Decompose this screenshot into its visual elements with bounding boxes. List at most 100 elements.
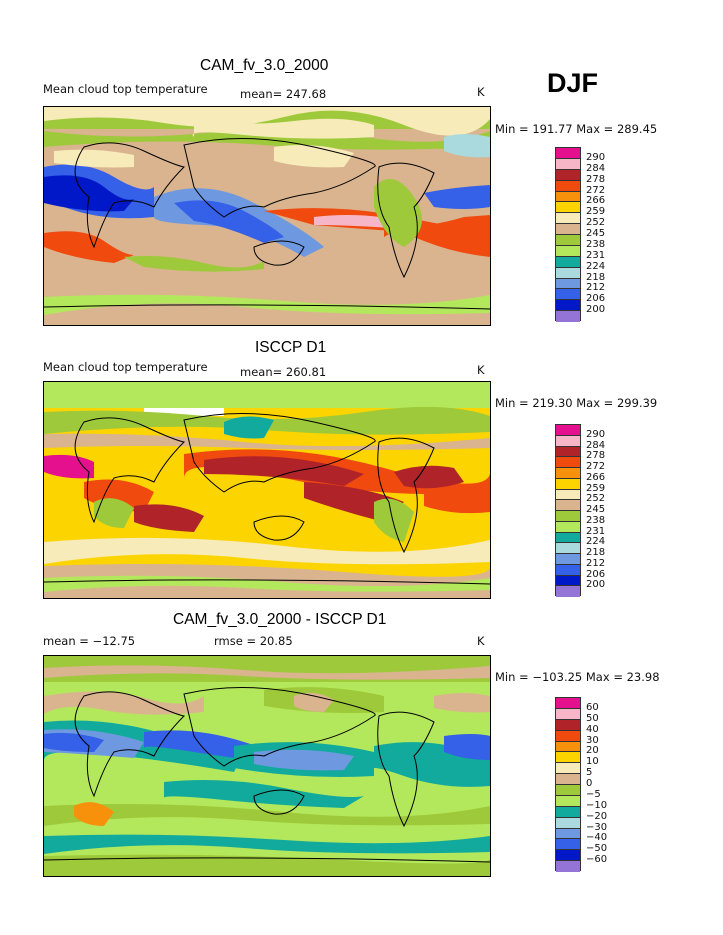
colorbar-swatch <box>556 795 580 807</box>
colorbar-swatch <box>556 861 580 872</box>
colorbar-swatch <box>556 224 580 235</box>
colorbar-tick-label: 200 <box>586 304 606 316</box>
colorbar-tick-label: −60 <box>586 854 608 866</box>
colorbar-tick-label: 50 <box>586 712 599 724</box>
colorbar-tick-label: −50 <box>586 843 608 855</box>
colorbar-tick-label: 245 <box>586 504 606 515</box>
panel-3-range: Min = −103.25 Max = 23.98 <box>495 670 660 684</box>
colorbar-swatch <box>556 457 580 468</box>
panel-1-mean: mean= 247.68 <box>240 87 327 101</box>
panel-2-subtitle: Mean cloud top temperature <box>43 360 208 374</box>
colorbar-tick-label: −30 <box>586 821 608 833</box>
colorbar-swatch <box>556 425 580 436</box>
colorbar-swatch <box>556 850 580 862</box>
colorbar-tick-label: 0 <box>586 778 593 789</box>
colorbar-tick-label: 290 <box>586 428 606 440</box>
panel-2-title: ISCCP D1 <box>255 339 327 356</box>
colorbar-swatch <box>556 213 580 225</box>
panel-3-units: K <box>477 634 485 648</box>
colorbar-tick-label: −5 <box>586 788 601 800</box>
colorbar-swatch <box>556 828 580 840</box>
colorbar-swatch <box>556 774 580 785</box>
panel-2-map <box>43 381 491 599</box>
panel-1-subtitle: Mean cloud top temperature <box>43 82 208 96</box>
colorbar-swatch <box>556 148 580 159</box>
colorbar-swatch <box>556 698 580 709</box>
colorbar-swatch <box>556 256 580 268</box>
colorbar-swatch <box>556 511 580 522</box>
panel-1-title: CAM_fv_3.0_2000 <box>200 57 329 74</box>
colorbar-tick-label: 259 <box>586 482 606 494</box>
colorbar-swatch <box>556 719 580 731</box>
colorbar-swatch <box>556 489 580 501</box>
colorbar-swatch <box>556 564 580 576</box>
panel-2-mean: mean= 260.81 <box>240 365 327 379</box>
panel-3-mean: mean = −12.75 <box>43 634 136 648</box>
colorbar-tick-label: 10 <box>586 756 599 768</box>
colorbar-tick-label: 20 <box>586 745 599 757</box>
colorbar-swatch <box>556 289 580 301</box>
colorbar-tick-label: 284 <box>586 162 606 174</box>
colorbar-swatch <box>556 741 580 753</box>
colorbar-tick-label: 272 <box>586 461 606 472</box>
colorbar-tick-label: 200 <box>586 579 606 591</box>
panel-3-rmse: rmse = 20.85 <box>214 634 293 648</box>
colorbar-swatch <box>556 586 580 597</box>
colorbar-tick-label: −10 <box>586 799 608 811</box>
colorbar-swatch <box>556 191 580 203</box>
colorbar-tick-label: 266 <box>586 195 606 207</box>
colorbar-tick-label: 245 <box>586 228 606 239</box>
colorbar-tick-label: 206 <box>586 568 606 580</box>
colorbar-tick-label: 252 <box>586 493 606 505</box>
panel-2-units: K <box>477 363 485 377</box>
panel-3-title: CAM_fv_3.0_2000 - ISCCP D1 <box>173 611 387 628</box>
colorbar-tick-label: 218 <box>586 271 606 283</box>
colorbar-swatch <box>556 169 580 181</box>
colorbar-swatch <box>556 311 580 322</box>
colorbar-swatch <box>556 446 580 458</box>
colorbar-swatch <box>556 752 580 764</box>
colorbar-tick-label: 266 <box>586 471 606 483</box>
colorbar-swatch <box>556 785 580 796</box>
colorbar-swatch <box>556 278 580 290</box>
panel-1-range: Min = 191.77 Max = 289.45 <box>495 122 658 136</box>
colorbar-swatch <box>556 763 580 775</box>
panel-1-field <box>44 107 490 325</box>
colorbar-swatch <box>556 500 580 511</box>
colorbar-swatch <box>556 839 580 851</box>
colorbar-tick-label: 212 <box>586 557 606 569</box>
colorbar-swatch <box>556 478 580 490</box>
colorbar-tick-label: −20 <box>586 810 608 822</box>
colorbar-tick-label: 284 <box>586 439 606 451</box>
colorbar-tick-label: 290 <box>586 151 606 163</box>
panel-3-colorbar <box>555 697 581 872</box>
panel-1-map <box>43 106 491 326</box>
colorbar-swatch <box>556 300 580 312</box>
panel-2-colorbar <box>555 424 581 597</box>
colorbar-tick-label: 272 <box>586 184 606 196</box>
colorbar-swatch <box>556 730 580 742</box>
panel-3-field <box>44 656 490 876</box>
colorbar-swatch <box>556 708 580 720</box>
colorbar-swatch <box>556 532 580 544</box>
colorbar-tick-label: −40 <box>586 832 608 844</box>
colorbar-tick-label: 224 <box>586 260 606 272</box>
colorbar-swatch <box>556 267 580 279</box>
colorbar-swatch <box>556 235 580 246</box>
colorbar-tick-label: 231 <box>586 525 606 537</box>
season-label: DJF <box>547 68 599 98</box>
colorbar-tick-label: 278 <box>586 173 606 185</box>
colorbar-tick-label: 212 <box>586 282 606 294</box>
colorbar-tick-label: 238 <box>586 514 606 526</box>
colorbar-swatch <box>556 202 580 214</box>
panel-3-map <box>43 655 491 877</box>
colorbar-swatch <box>556 521 580 533</box>
colorbar-swatch <box>556 543 580 554</box>
colorbar-swatch <box>556 575 580 587</box>
panel-2-field <box>44 382 490 598</box>
colorbar-tick-label: 224 <box>586 536 606 548</box>
colorbar-tick-label: 206 <box>586 293 606 305</box>
panel-1-units: K <box>477 85 485 99</box>
colorbar-swatch <box>556 817 580 829</box>
colorbar-tick-label: 231 <box>586 249 606 261</box>
